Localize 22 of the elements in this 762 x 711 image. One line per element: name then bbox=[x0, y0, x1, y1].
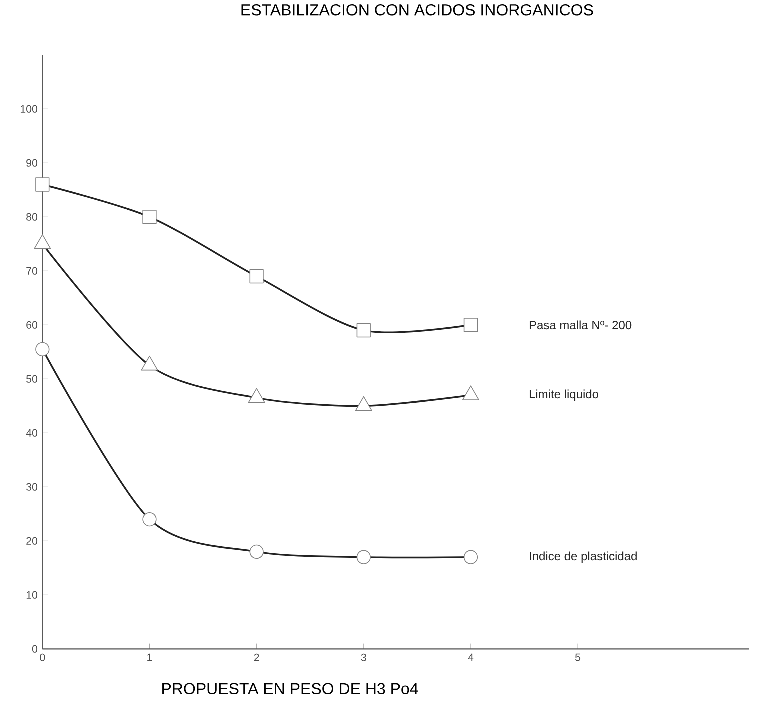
y-tick-label: 60 bbox=[26, 321, 38, 329]
y-tick-label: 70 bbox=[26, 267, 38, 275]
y-tick-label: 100 bbox=[20, 105, 38, 113]
text: Limite liquido bbox=[530, 390, 599, 401]
y-tick-label: 40 bbox=[26, 429, 38, 437]
x-tick-label: 3 bbox=[361, 654, 366, 662]
y-tick-label: 50 bbox=[26, 375, 38, 383]
x-axis-title: PROPUESTA EN PESO DE H3 Po4 bbox=[162, 683, 418, 694]
text: Pasa malla Nº- 200 bbox=[530, 320, 632, 330]
x-tick-label: 2 bbox=[254, 654, 260, 662]
y-tick-label: 0 bbox=[32, 645, 38, 653]
y-tick-label: 90 bbox=[26, 159, 38, 167]
x-tick-label: 4 bbox=[468, 654, 474, 662]
x-tick-label: 0 bbox=[40, 654, 46, 662]
x-tick-label: 5 bbox=[575, 654, 581, 662]
chart-title: ESTABILIZACION CON ACIDOS INORGANICOS bbox=[242, 4, 594, 16]
x-tick-label: 1 bbox=[148, 654, 152, 662]
y-tick-label: 80 bbox=[26, 213, 38, 221]
text: Indice de plasticidad bbox=[530, 552, 637, 563]
y-tick-label: 20 bbox=[26, 537, 38, 545]
y-tick-label: 10 bbox=[26, 591, 38, 599]
y-tick-label: 30 bbox=[26, 483, 38, 491]
